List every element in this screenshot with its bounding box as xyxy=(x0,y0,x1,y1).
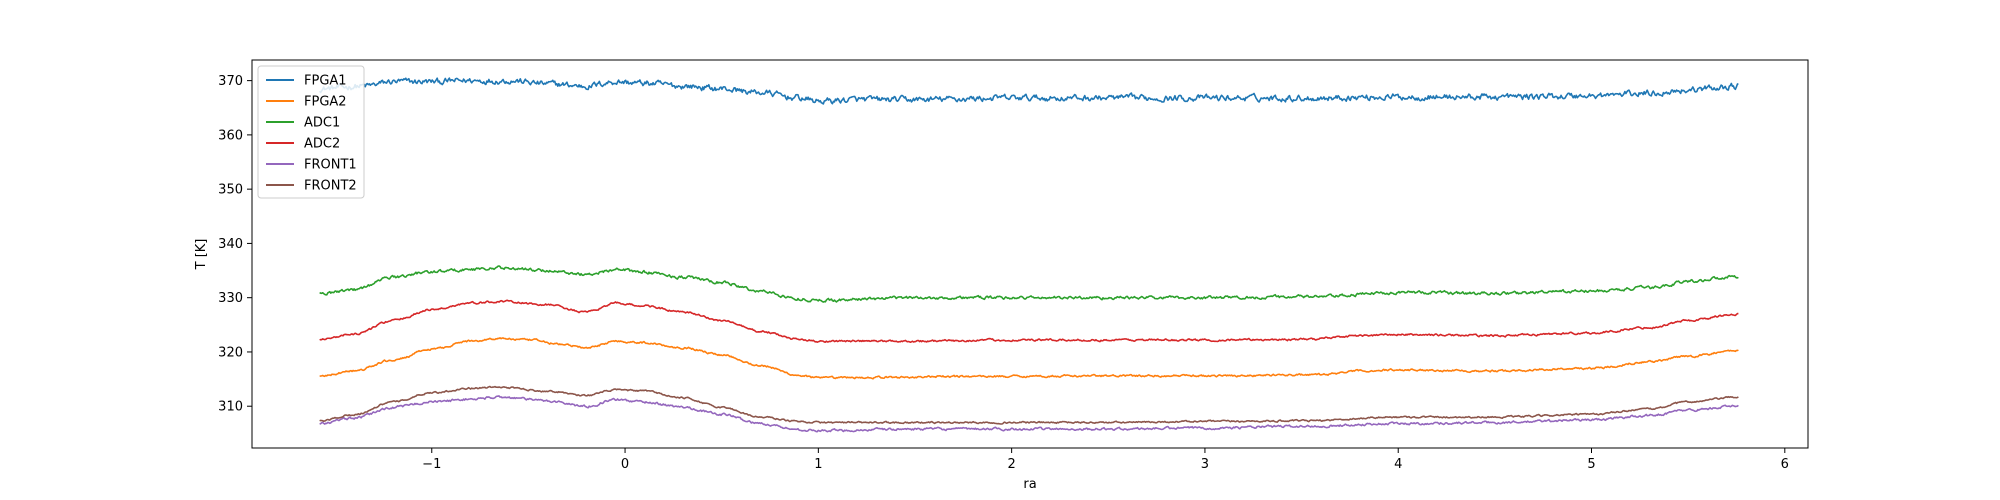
x-tick-label: 0 xyxy=(621,457,629,472)
y-tick-label: 350 xyxy=(218,183,243,198)
y-axis: 310 320 330 340 350 360 370 xyxy=(218,74,252,415)
series-line-fpga1 xyxy=(319,77,1739,105)
series-line-fpga2 xyxy=(319,337,1739,380)
y-tick-label: 360 xyxy=(218,128,243,143)
y-tick-label: 340 xyxy=(218,237,243,252)
x-tick-label: 3 xyxy=(1201,457,1209,472)
legend-label: FPGA1 xyxy=(304,74,347,89)
x-tick-label: −1 xyxy=(422,457,441,472)
legend-label: ADC2 xyxy=(304,137,340,152)
series-line-adc2 xyxy=(319,299,1739,344)
x-tick-label: 2 xyxy=(1007,457,1015,472)
series-line-adc1 xyxy=(319,265,1739,303)
x-tick-label: 1 xyxy=(814,457,822,472)
x-tick-label: 6 xyxy=(1781,457,1789,472)
y-axis-label: T [K] xyxy=(194,239,209,271)
series-line-front2 xyxy=(319,385,1739,425)
legend-label: ADC1 xyxy=(304,116,340,131)
x-axis-label: ra xyxy=(1023,477,1036,492)
x-tick-label: 4 xyxy=(1394,457,1402,472)
series-line-front1 xyxy=(319,395,1739,433)
x-axis: −1 0 1 2 3 4 5 6 xyxy=(422,448,1789,472)
y-tick-label: 370 xyxy=(218,74,243,89)
legend-label: FPGA2 xyxy=(304,95,347,110)
plot-frame xyxy=(251,59,1809,449)
y-tick-label: 330 xyxy=(218,291,243,306)
y-tick-label: 320 xyxy=(218,345,243,360)
legend-label: FRONT1 xyxy=(304,158,357,173)
legend-label: FRONT2 xyxy=(304,179,357,194)
y-tick-label: 310 xyxy=(218,400,243,415)
x-tick-label: 5 xyxy=(1587,457,1595,472)
series-layer xyxy=(319,77,1739,433)
legend: FPGA1 FPGA2 ADC1 ADC2 FRONT1 FRONT2 xyxy=(257,65,365,199)
